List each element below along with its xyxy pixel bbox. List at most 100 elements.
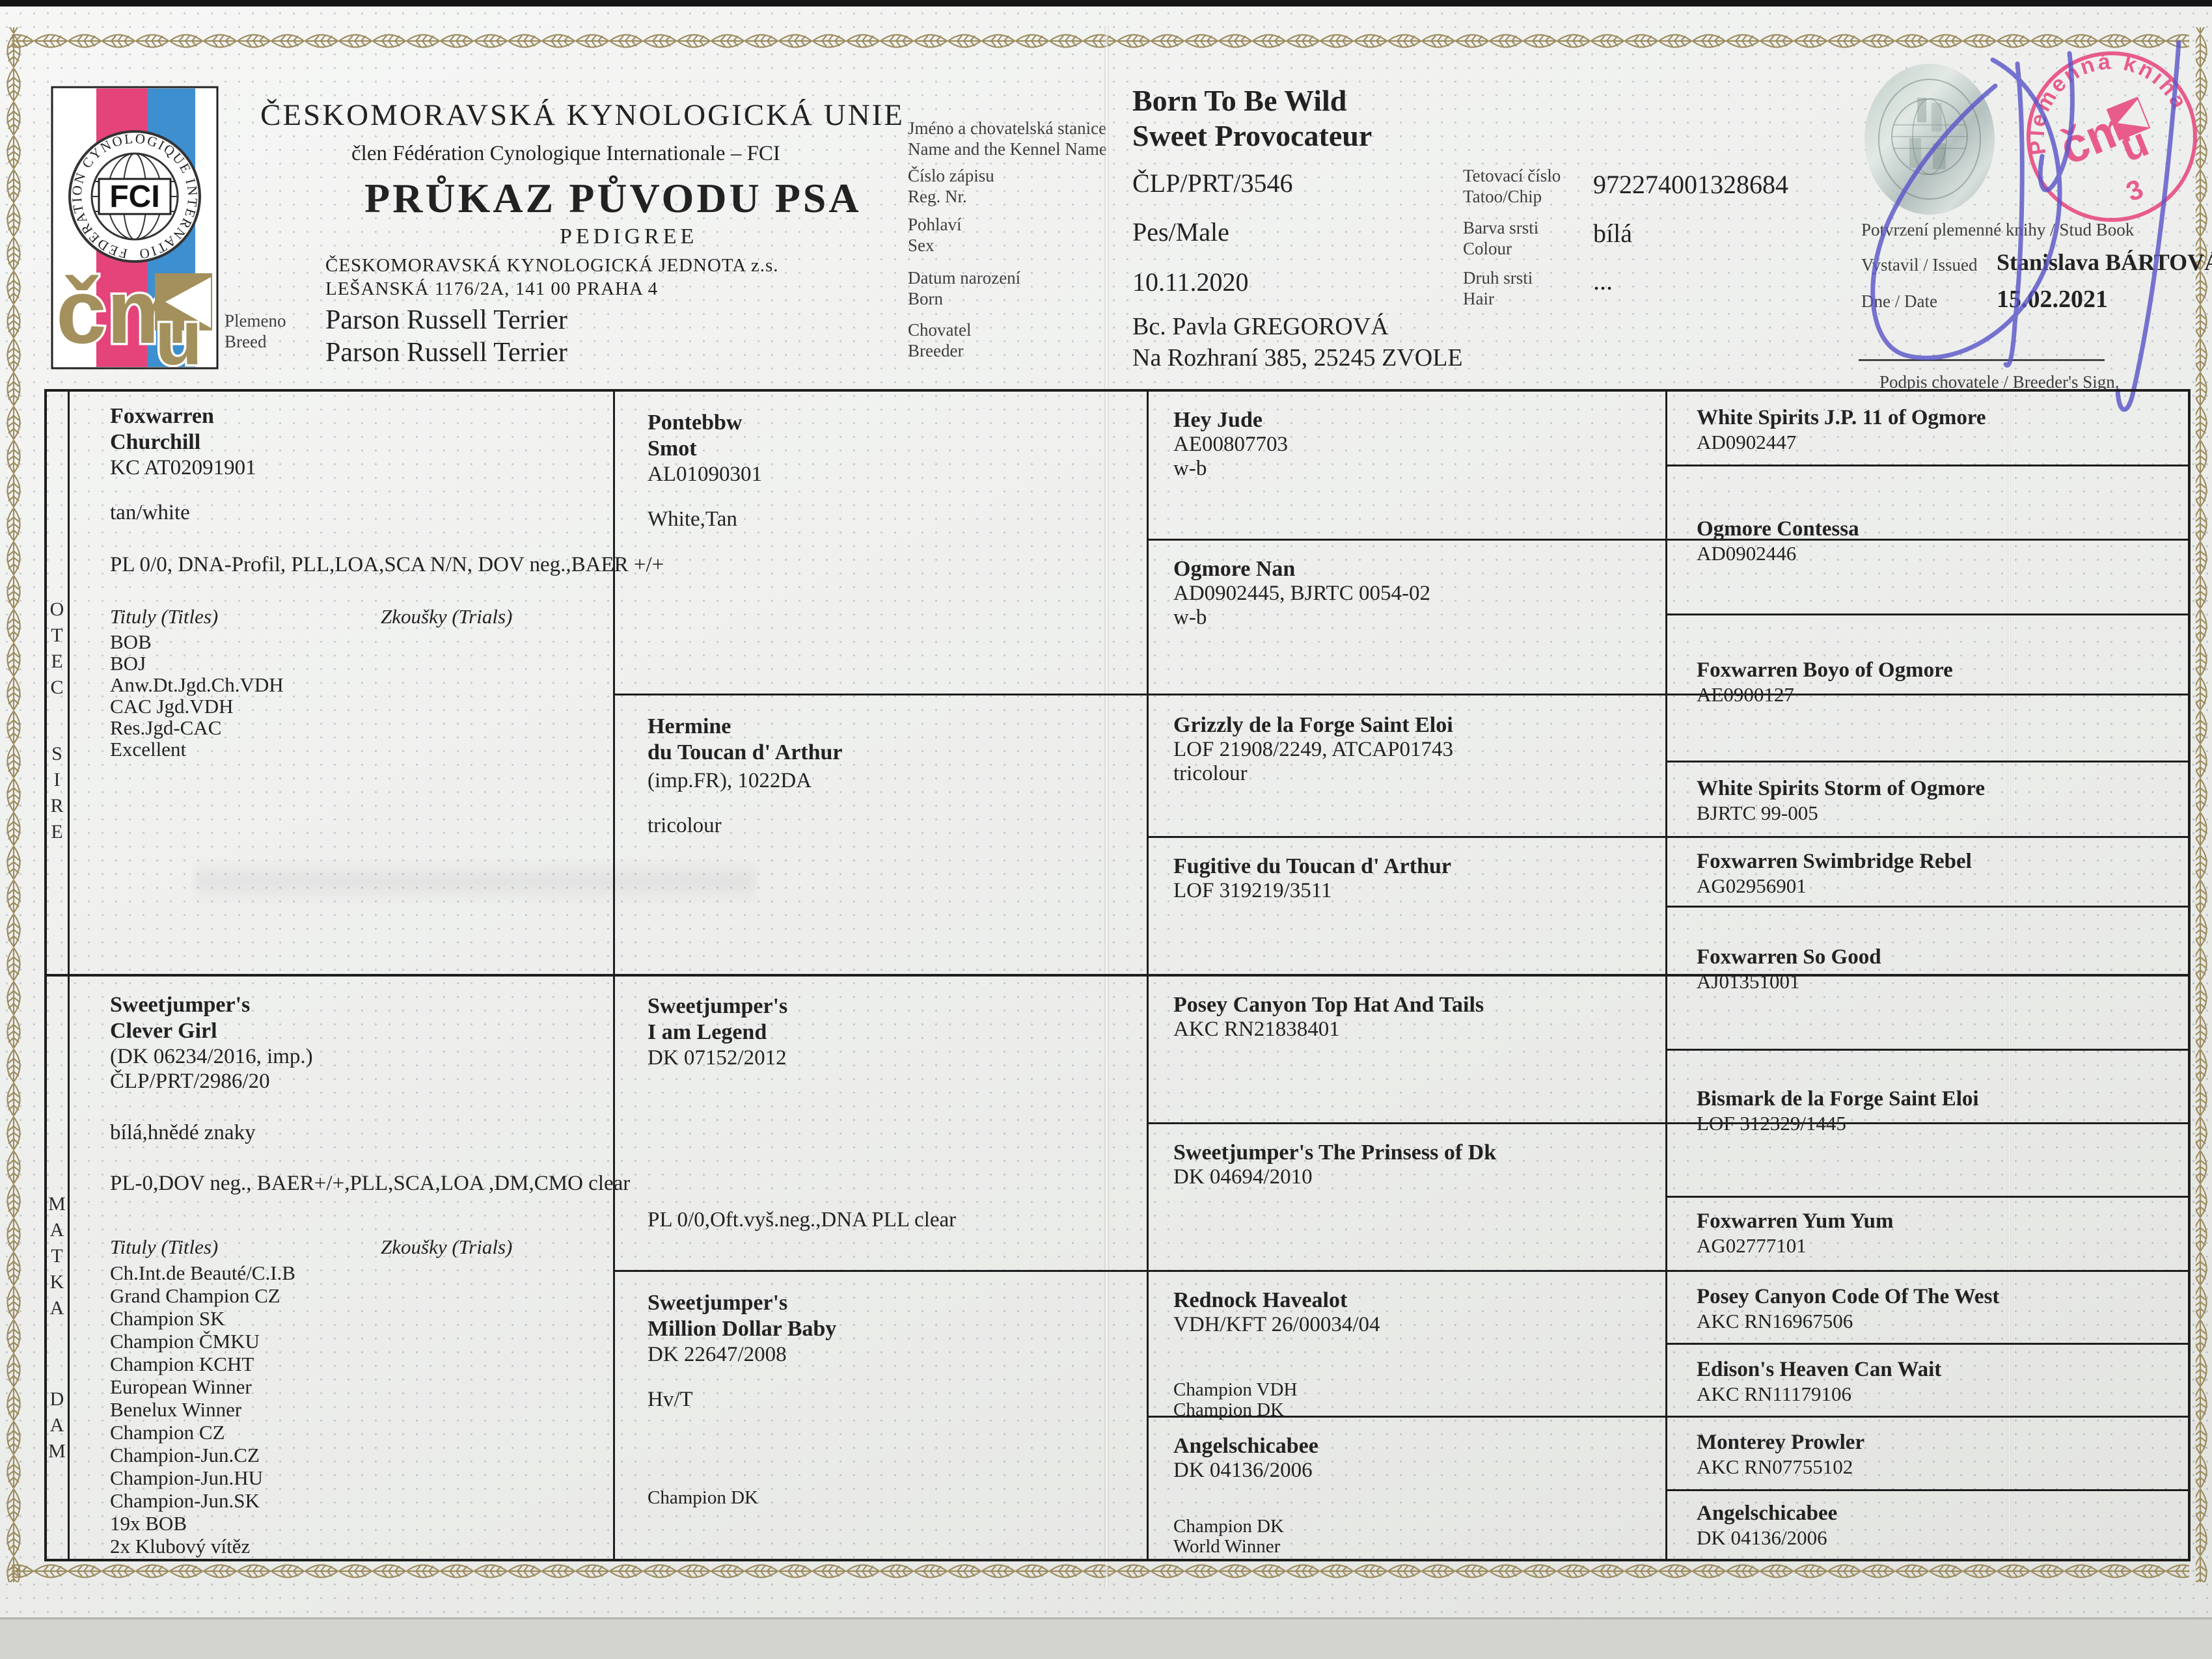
reg-number: KC AT02091901 <box>110 456 256 479</box>
reg-number: DK 04136/2006 <box>1173 1459 1313 1482</box>
chip-label-en: Tatoo/Chip <box>1463 187 1542 206</box>
hologram-seal-icon <box>1864 64 1995 215</box>
grid-line <box>1665 1343 2188 1345</box>
dog-name: Bismark de la Forge Saint Eloi <box>1697 1087 1979 1111</box>
dog-name: Foxwarren So Good <box>1697 945 1881 969</box>
reg-number: (DK 06234/2016, imp.) ČLP/PRT/2986/20 <box>110 1045 313 1093</box>
pedigree-box-g4-6: Bismark de la Forge Saint Eloi LOF 31232… <box>1667 1051 2188 1196</box>
breeder-value-2: Na Rozhraní 385, 25245 ZVOLE <box>1132 344 1463 371</box>
leaf-border-bottom <box>12 1559 2189 1586</box>
dog-name: Foxwarren Churchill <box>110 404 214 454</box>
born-label-en: Born <box>908 289 943 308</box>
titles-note: Champion VDH Champion DK <box>1173 1379 1298 1420</box>
doc-title: PRŮKAZ PŮVODU PSA <box>364 175 862 221</box>
reg-number: AD0902447 <box>1697 431 1797 453</box>
pedigree-box-g3-7: Angelschicabee DK 04136/2006 Champion DK… <box>1149 1418 1665 1559</box>
reg-number: LOF 319219/3511 <box>1173 879 1332 902</box>
reg-number: DK 07152/2012 <box>648 1046 787 1070</box>
grid-line <box>1147 539 2188 541</box>
dog-name: Sweetjumper's Million Dollar Baby <box>648 1291 837 1341</box>
grid-line <box>47 974 2188 977</box>
grid-line <box>1665 465 2188 466</box>
pedigree-box-g4-2: Foxwarren Boyo of Ogmore AE0900127 <box>1667 615 2188 761</box>
vertical-label-matka: MATKA <box>46 1193 68 1323</box>
health-results: PL 0/0, DNA-Profil, PLL,LOA,SCA N/N, DOV… <box>110 553 664 576</box>
dog-name: Sweetjumper's Clever Girl <box>110 993 251 1043</box>
breed-value-2: Parson Russell Terrier <box>325 338 567 368</box>
reg-value: ČLP/PRT/3546 <box>1132 169 1293 198</box>
pedigree-box-g4-7: Foxwarren Yum Yum AG02777101 <box>1667 1198 2188 1268</box>
dog-name: Foxwarren Swimbridge Rebel <box>1697 850 1972 873</box>
sex-label-en: Sex <box>908 236 935 255</box>
scan-edge-top <box>0 0 2212 7</box>
grid-line <box>1665 614 2188 615</box>
sex-value: Pes/Male <box>1132 217 1229 247</box>
dog-name: Edison's Heaven Can Wait <box>1697 1358 1942 1381</box>
titles-note: Champion DK World Winner <box>1173 1516 1284 1557</box>
reg-number: AL01090301 <box>648 463 762 486</box>
pedigree-box-g2-1: Hermine du Toucan d' Arthur (imp.FR), 10… <box>615 695 1147 974</box>
doc-subtitle: PEDIGREE <box>560 224 698 249</box>
titles-label: Tituly (Titles) <box>110 1235 219 1258</box>
member-line: člen Fédération Cynologique Internationa… <box>351 142 780 165</box>
org-name: ČESKOMORAVSKÁ KYNOLOGICKÁ UNIE <box>260 98 905 132</box>
issued-label: Vystavil / Issued <box>1861 255 1978 275</box>
reg-number: AD0902445, BJRTC 0054-02 <box>1173 582 1430 605</box>
titles-label: Tituly (Titles) <box>110 605 219 628</box>
dog-name: Ogmore Contessa <box>1697 517 1859 541</box>
reg-number: DK 04694/2010 <box>1173 1165 1313 1189</box>
reg-number: BJRTC 99-005 <box>1697 802 1818 824</box>
pedigree-box-g4-0: White Spirits J.P. 11 of Ogmore AD090244… <box>1667 392 2188 465</box>
breeder-signature-line <box>1859 359 2105 361</box>
born-value: 10.11.2020 <box>1132 267 1249 297</box>
grid-line <box>1665 761 2188 762</box>
dog-name: White Spirits J.P. 11 of Ogmore <box>1697 406 1986 429</box>
dog-name: Rednock Havealot <box>1173 1288 1348 1312</box>
fci-cmku-logo: FEDERATION CYNOLOGIQUE INTERNATIONALE ▪ … <box>51 86 219 370</box>
pedigree-box-g3-3: Fugitive du Toucan d' Arthur LOF 319219/… <box>1149 838 1665 974</box>
issuer-address: LEŠANSKÁ 1176/2A, 141 00 PRAHA 4 <box>325 278 659 299</box>
issuer-name: ČESKOMORAVSKÁ KYNOLOGICKÁ JEDNOTA z.s. <box>325 255 779 276</box>
trials-label: Zkoušky (Trials) <box>381 605 513 628</box>
trials-label: Zkoušky (Trials) <box>381 1235 513 1258</box>
dog-name-line2: Sweet Provocateur <box>1132 119 1372 152</box>
titles-list: BOB BOJ Anw.Dt.Jgd.Ch.VDH CAC Jgd.VDH Re… <box>110 630 284 761</box>
pedigree-box-g2-0: Pontebbw Smot AL01090301 White,Tan <box>615 392 1147 694</box>
studbook-stamp: Plemenná kniha ČMKU čm u 3 <box>2008 29 2197 222</box>
pedigree-box-g2-3: Sweetjumper's Million Dollar Baby DK 226… <box>615 1272 1147 1559</box>
dog-name: Posey Canyon Code Of The West <box>1697 1285 2000 1308</box>
leaf-border-left <box>5 27 33 1582</box>
breed-value-1: Parson Russell Terrier <box>325 305 567 335</box>
breed-label-en: Breed <box>225 332 267 351</box>
colour-label-en: Colour <box>1463 239 1512 258</box>
reg-number: AE0900127 <box>1697 683 1794 706</box>
colour: Hv/T <box>648 1388 693 1411</box>
breeder-label-en: Breeder <box>908 341 964 360</box>
dog-name: Foxwarren Yum Yum <box>1697 1209 1894 1233</box>
colour: tricolour <box>1173 762 1248 785</box>
hair-value: ... <box>1593 266 1613 295</box>
svg-text:u: u <box>155 294 202 370</box>
hair-label-cz: Druh srsti <box>1463 268 1533 288</box>
grid-line <box>1665 1196 2188 1198</box>
reg-number: AG02956901 <box>1697 874 1807 897</box>
reg-number: AKC RN11179106 <box>1697 1382 1851 1405</box>
breeder-label-cz: Chovatel <box>908 320 972 340</box>
pedigree-box-sire: Foxwarren Churchill KC AT02091901 tan/wh… <box>70 392 664 974</box>
dog-name: Pontebbw Smot <box>648 411 743 461</box>
pedigree-box-g3-1: Ogmore Nan AD0902445, BJRTC 0054-02 w-b <box>1149 541 1665 694</box>
reg-number: AE00807703 <box>1173 433 1288 456</box>
titles-note: Champion DK <box>648 1487 758 1508</box>
dog-name: White Spirits Storm of Ogmore <box>1697 777 1986 800</box>
reg-number: AJ01351001 <box>1697 970 1800 993</box>
health-results: PL 0/0,Oft.vyš.neg.,DNA PLL clear <box>648 1208 957 1232</box>
dog-name: Grizzly de la Forge Saint Eloi <box>1173 713 1453 737</box>
pedigree-box-g4-10: Monterey Prowler AKC RN07755102 <box>1667 1418 2188 1489</box>
sex-label-cz: Pohlaví <box>908 215 962 234</box>
pedigree-box-g4-1: Ogmore Contessa AD0902446 <box>1667 466 2188 614</box>
vertical-label-otec: OTEC <box>46 599 68 703</box>
reg-number: AG02777101 <box>1697 1234 1807 1257</box>
colour: w-b <box>1173 606 1207 629</box>
